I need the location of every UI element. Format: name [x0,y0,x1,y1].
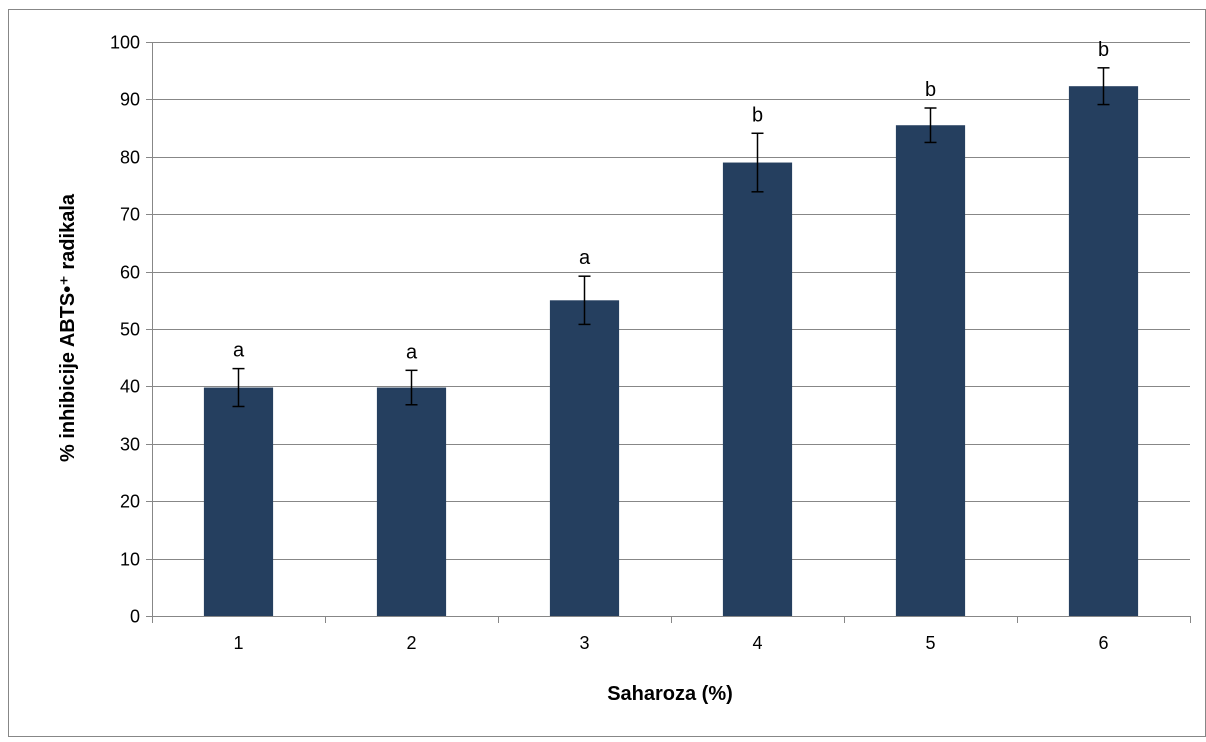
bars [203,67,1139,617]
y-tick-label: 70 [120,205,140,225]
x-tick-label: 6 [1098,633,1108,653]
significance-label-4: b [752,104,763,126]
y-tick-label: 60 [120,263,140,283]
y-tick-label: 40 [120,377,140,397]
bar-6 [1068,86,1139,616]
y-tick-label: 50 [120,320,140,340]
y-tick-label: 20 [120,492,140,512]
bar-2 [376,387,447,616]
x-tick-label: 1 [233,633,243,653]
x-tick-label: 5 [925,633,935,653]
y-tick-label: 30 [120,435,140,455]
y-axis-title: % inhibicije ABTS•⁺ radikala [57,193,79,462]
significance-label-3: a [579,247,591,269]
error-bar-3 [578,275,591,326]
x-tick-label: 4 [752,633,762,653]
bar-3 [549,300,620,616]
error-bar-2 [405,369,418,406]
y-tick-label: 80 [120,148,140,168]
y-tick-label: 0 [130,607,140,627]
error-bar-4 [751,132,764,193]
y-tick-label: 90 [120,90,140,110]
axes [146,42,1191,623]
error-bar-6 [1097,67,1110,106]
error-bar-1 [232,367,245,408]
x-tick-label: 3 [579,633,589,653]
labels: 0 10 20 30 40 50 60 70 80 90 100 a 1 a 2 a 3 b 4 b 5 b 6 [110,33,1109,654]
x-tick-label: 2 [406,633,416,653]
y-tick-label: 100 [110,33,140,53]
significance-label-5: b [925,79,936,101]
bar-1 [203,387,274,616]
gridlines [152,42,1190,560]
bar-5 [895,125,966,616]
y-tick-label: 10 [120,550,140,570]
x-axis-title: Saharoza (%) [607,683,733,705]
significance-label-6: b [1098,39,1109,61]
significance-label-2: a [406,341,418,363]
bar-4 [722,162,793,617]
significance-label-1: a [233,340,245,362]
error-bar-5 [924,107,937,144]
